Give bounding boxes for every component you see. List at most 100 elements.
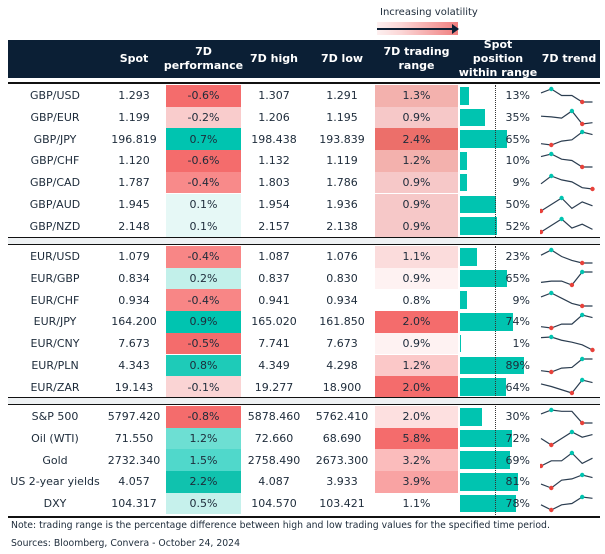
group-separator bbox=[8, 237, 600, 245]
low-value: 1.076 bbox=[326, 250, 358, 264]
instrument-name: EUR/ZAR bbox=[30, 380, 80, 394]
trend-sparkline bbox=[540, 377, 593, 396]
trend-line bbox=[540, 430, 593, 446]
spot-value: 4.057 bbox=[118, 475, 150, 489]
position-bar bbox=[460, 291, 467, 309]
performance-value: -0.4% bbox=[166, 171, 241, 194]
trend-line bbox=[540, 496, 593, 511]
range-value: 1.2% bbox=[375, 150, 458, 172]
trend-sparkline bbox=[540, 356, 593, 374]
trend-line bbox=[540, 409, 593, 424]
trend-min-point bbox=[569, 282, 575, 287]
high-value: 7.741 bbox=[258, 337, 290, 351]
low-value: 1.786 bbox=[326, 176, 358, 190]
position-value: 78% bbox=[505, 497, 530, 511]
trend-sparkline bbox=[540, 291, 593, 309]
spot-value: 2732.340 bbox=[107, 453, 161, 467]
table-row: Oil (WTI) 71.550 1.2% 72.660 68.690 5.8% 72% bbox=[8, 427, 600, 450]
trend-min-point bbox=[590, 347, 595, 352]
high-value: 1.954 bbox=[258, 197, 290, 211]
trend-sparkline bbox=[540, 216, 593, 235]
col-trend: 7D trend bbox=[541, 52, 597, 65]
low-value: 0.934 bbox=[326, 293, 358, 307]
trend-max-point bbox=[569, 429, 575, 434]
spot-value: 19.143 bbox=[114, 380, 154, 394]
performance-value: -0.5% bbox=[166, 332, 241, 355]
range-value: 1.2% bbox=[375, 354, 458, 377]
low-value: 3.933 bbox=[326, 475, 358, 489]
position-bar bbox=[460, 313, 514, 331]
trend-line bbox=[540, 218, 593, 233]
spot-value: 104.317 bbox=[111, 497, 157, 511]
trend-sparkline bbox=[540, 195, 593, 213]
range-value: 0.9% bbox=[375, 215, 458, 237]
position-value: 65% bbox=[505, 132, 530, 146]
performance-value: -0.8% bbox=[166, 406, 241, 428]
instrument-name: GBP/EUR bbox=[30, 111, 80, 125]
spot-value: 2.148 bbox=[118, 219, 150, 233]
position-bar bbox=[460, 378, 507, 396]
trend-sparkline bbox=[540, 312, 593, 331]
position-value: 89% bbox=[505, 358, 530, 372]
trend-line bbox=[540, 452, 593, 467]
trend-sparkline bbox=[540, 151, 593, 170]
position-bar bbox=[460, 248, 477, 266]
spot-value: 0.834 bbox=[118, 272, 150, 286]
table-row: EUR/CHF 0.934 -0.4% 0.941 0.934 0.8% 9% bbox=[8, 289, 600, 312]
instrument-name: EUR/JPY bbox=[33, 315, 77, 329]
position-bar bbox=[460, 195, 496, 213]
range-value: 1.1% bbox=[375, 246, 458, 268]
trend-min-point bbox=[580, 99, 585, 105]
performance-value: 1.2% bbox=[166, 427, 241, 450]
table-row: S&P 500 5797.420 -0.8% 5878.460 5762.410 2.0%… bbox=[8, 406, 600, 428]
position-value: 1% bbox=[512, 337, 530, 351]
trend-sparkline bbox=[540, 407, 593, 426]
table-row: EUR/ZAR 19.143 -0.1% 19.277 18.900 2.0% 64% bbox=[8, 376, 600, 398]
table-header: Spot 7D performance 7D high 7D low 7D tra… bbox=[8, 38, 600, 79]
trend-min-point bbox=[549, 369, 554, 374]
trend-min-point bbox=[569, 390, 575, 396]
high-value: 72.660 bbox=[254, 432, 294, 446]
trend-max-point bbox=[559, 195, 564, 200]
instrument-name: GBP/CHF bbox=[30, 154, 80, 168]
instrument-name: US 2-year yields bbox=[10, 475, 100, 489]
trend-max-point bbox=[569, 108, 575, 113]
performance-value: -0.6% bbox=[166, 85, 241, 107]
trend-max-point bbox=[580, 472, 585, 478]
position-bar bbox=[460, 217, 498, 235]
position-value: 23% bbox=[505, 250, 530, 264]
position-bar bbox=[460, 494, 517, 513]
trend-max-point bbox=[580, 377, 585, 383]
high-value: 0.837 bbox=[258, 272, 290, 286]
trend-min-point bbox=[540, 208, 544, 213]
position-bar bbox=[460, 269, 507, 288]
col-range-line2: range bbox=[398, 59, 435, 72]
instrument-name: EUR/CNY bbox=[30, 337, 80, 351]
performance-value: 0.2% bbox=[166, 267, 241, 290]
trend-min-point bbox=[540, 464, 544, 469]
position-bar bbox=[460, 408, 482, 426]
spot-value: 1.120 bbox=[118, 154, 150, 168]
performance-value: 0.1% bbox=[166, 215, 241, 237]
instrument-name: EUR/PLN bbox=[31, 358, 79, 372]
range-value: 2.0% bbox=[375, 311, 458, 333]
high-value: 1.132 bbox=[258, 154, 290, 168]
range-value: 2.0% bbox=[375, 406, 458, 428]
spot-value: 1.945 bbox=[118, 197, 150, 211]
instrument-name: Oil (WTI) bbox=[31, 432, 79, 446]
arrowhead-icon bbox=[452, 24, 459, 34]
performance-value: 0.9% bbox=[166, 311, 241, 333]
spot-value: 196.819 bbox=[111, 132, 157, 146]
bottom-divider bbox=[8, 516, 600, 518]
col-performance: 7D performance bbox=[164, 40, 243, 78]
trend-sparkline bbox=[540, 130, 593, 148]
range-value: 0.9% bbox=[375, 171, 458, 194]
spot-value: 71.550 bbox=[114, 432, 154, 446]
position-value: 74% bbox=[505, 315, 530, 329]
low-value: 1.195 bbox=[326, 111, 358, 125]
position-value: 13% bbox=[505, 89, 530, 103]
position-bar bbox=[460, 334, 461, 353]
range-value: 3.9% bbox=[375, 471, 458, 493]
col-high: 7D high bbox=[250, 52, 298, 65]
trend-sparkline bbox=[540, 494, 593, 512]
